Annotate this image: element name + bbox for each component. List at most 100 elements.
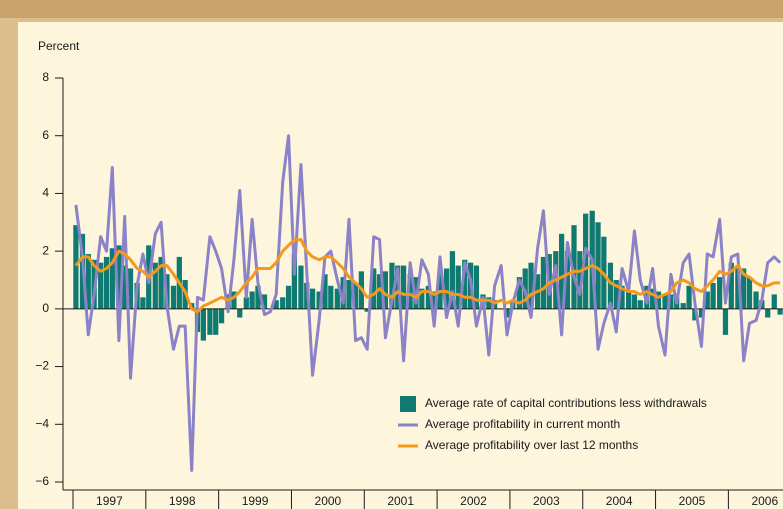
legend-swatch (400, 396, 416, 412)
bar (170, 285, 177, 309)
bar (473, 265, 480, 309)
bar (73, 225, 79, 309)
axes: −6 −4 −2 0 2 4 6 8 1997 1998 1999 2000 2001 2002 2003 2… (35, 70, 783, 509)
bar (382, 271, 389, 309)
bar (425, 285, 431, 309)
bar (218, 308, 225, 324)
bar (273, 300, 279, 309)
bar (504, 308, 510, 318)
bar (352, 282, 359, 309)
bar (116, 245, 122, 309)
bar (577, 251, 583, 309)
bar (389, 262, 395, 309)
bar (127, 268, 134, 309)
bar (249, 291, 255, 309)
bar (400, 265, 407, 309)
y-tick-label: 2 (42, 243, 49, 257)
bar (771, 294, 777, 309)
bar (261, 294, 268, 309)
bar (322, 274, 328, 309)
x-tick-label: 2004 (606, 494, 633, 508)
bar (741, 268, 747, 309)
bar (619, 285, 625, 309)
bar (516, 277, 523, 309)
bar (631, 294, 638, 309)
bar (540, 256, 547, 309)
bar (462, 259, 468, 309)
y-tick-label: −4 (35, 416, 49, 430)
bar (152, 262, 158, 309)
bar (583, 213, 589, 309)
top-bar (0, 0, 783, 18)
bar (710, 282, 716, 309)
bar (103, 256, 110, 309)
bar (443, 268, 450, 309)
bar (316, 291, 322, 309)
bar (692, 308, 698, 321)
y-tick-label: −6 (35, 474, 49, 488)
bar (291, 254, 297, 309)
bar (625, 291, 632, 309)
bar (298, 265, 304, 309)
bar (728, 262, 734, 309)
bar (407, 274, 413, 309)
bar (140, 297, 146, 309)
bar (559, 233, 565, 309)
line (74, 134, 782, 472)
bar (717, 277, 723, 309)
x-tick-label: 2001 (387, 494, 414, 508)
bar (207, 308, 213, 335)
lines (74, 134, 782, 472)
bar (722, 308, 729, 335)
bar (98, 262, 104, 309)
legend-label: Average profitability in current month (425, 417, 620, 431)
bar (680, 303, 686, 309)
x-tick-label: 2002 (460, 494, 487, 508)
bar (777, 308, 783, 315)
bar (85, 254, 91, 309)
bar (564, 251, 571, 309)
x-tick-label: 1997 (96, 494, 123, 508)
bar (309, 288, 316, 309)
x-tick-label: 2000 (315, 494, 342, 508)
y-tick-label: 0 (42, 301, 49, 315)
bar (455, 265, 461, 309)
bar (285, 285, 292, 309)
bar (486, 297, 492, 309)
bar (243, 297, 249, 309)
bar (571, 225, 577, 309)
bar (746, 277, 753, 309)
bar (613, 280, 619, 309)
bar (371, 268, 377, 309)
bar (328, 285, 334, 309)
bar (735, 265, 741, 309)
bar (255, 285, 261, 309)
bar (419, 288, 425, 309)
bar (449, 251, 456, 309)
y-tick-label: 4 (42, 186, 49, 200)
legend-label: Average rate of capital contributions le… (425, 396, 707, 410)
bar (364, 308, 370, 312)
bar (280, 297, 286, 309)
bar (595, 222, 601, 309)
bar (109, 248, 115, 309)
x-tick-label: 2003 (533, 494, 560, 508)
line (74, 238, 781, 314)
bar (698, 308, 705, 318)
x-tick-label: 2005 (679, 494, 706, 508)
bar (607, 262, 614, 309)
panel (18, 22, 783, 509)
bar (237, 308, 243, 318)
bar (376, 274, 383, 309)
bar (662, 294, 668, 309)
bar (655, 291, 662, 309)
x-tick-label: 1998 (169, 494, 196, 508)
bar (122, 265, 128, 309)
bar (158, 256, 164, 309)
x-tick-label: 2006 (751, 494, 778, 508)
bar (231, 291, 237, 309)
y-tick-label: 8 (42, 70, 49, 84)
bar (765, 308, 771, 318)
y-axis-label: Percent (38, 39, 80, 53)
